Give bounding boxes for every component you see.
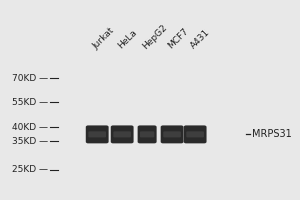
Text: 70KD —: 70KD —: [12, 74, 48, 83]
FancyBboxPatch shape: [111, 125, 134, 143]
Text: MRPS31: MRPS31: [252, 129, 292, 139]
FancyBboxPatch shape: [184, 125, 206, 143]
Text: 55KD —: 55KD —: [12, 98, 48, 107]
FancyBboxPatch shape: [140, 131, 154, 137]
Text: A431: A431: [189, 28, 211, 51]
FancyBboxPatch shape: [88, 131, 106, 137]
Text: Jurkat: Jurkat: [91, 26, 116, 51]
FancyBboxPatch shape: [163, 131, 181, 137]
FancyBboxPatch shape: [186, 131, 204, 137]
FancyBboxPatch shape: [161, 125, 184, 143]
Text: 40KD —: 40KD —: [12, 123, 48, 132]
FancyBboxPatch shape: [86, 125, 109, 143]
FancyBboxPatch shape: [113, 131, 131, 137]
FancyBboxPatch shape: [138, 125, 157, 143]
Text: MCF7: MCF7: [166, 27, 190, 51]
Text: 35KD —: 35KD —: [12, 137, 48, 146]
Text: HeLa: HeLa: [116, 28, 138, 51]
Text: 25KD —: 25KD —: [12, 165, 48, 174]
Text: HepG2: HepG2: [141, 23, 169, 51]
